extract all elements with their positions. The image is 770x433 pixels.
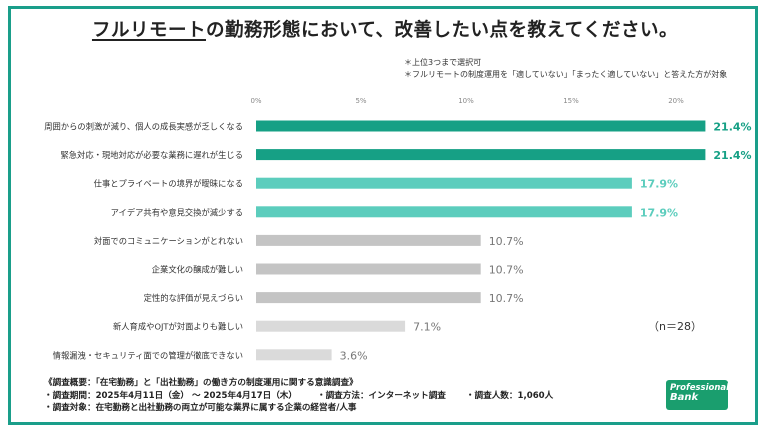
note-1: ＊上位3つまで選択可 — [404, 58, 482, 67]
survey-details-row: ・調査期間：2025年4月11日（金） 〜 2025年4月17日（木） ・調査方法… — [44, 390, 553, 403]
category-label: 緊急対応・現地対応が必要な業務に遅れが生じる — [60, 150, 243, 160]
category-label: 情報漏洩・セキュリティ面での管理が徹底できない — [53, 350, 243, 360]
professional-bank-logo: Professional Bank — [666, 380, 730, 410]
category-label: 対面でのコミュニケーションがとれない — [94, 236, 243, 246]
survey-respondents: ・調査人数：1,060人 — [465, 390, 554, 401]
notes: ＊上位3つまで選択可 ＊フルリモートの制度運用を「適していない」「まったく適して… — [404, 57, 727, 81]
value-label: 17.9% — [640, 178, 678, 191]
x-tick-label: 10% — [458, 97, 474, 105]
survey-method: ・調査方法：インターネット調査 — [316, 390, 446, 401]
bar — [256, 263, 481, 275]
bar — [256, 177, 632, 189]
bar — [256, 120, 706, 132]
survey-title: 《調査概要：「在宅勤務」と「出社勤務」の働き方の制度運用に関する意識調査》 — [44, 378, 358, 388]
survey-period: ・調査期間：2025年4月11日（金） 〜 2025年4月17日（木） — [44, 390, 297, 401]
value-label: 21.4% — [713, 149, 751, 162]
value-label: 10.7% — [489, 235, 524, 248]
note-2: ＊フルリモートの制度運用を「適していない」「まったく適していない」と答えた方が対… — [404, 70, 728, 79]
x-tick-label: 15% — [563, 97, 579, 105]
value-label: 21.4% — [713, 121, 751, 134]
bar — [256, 206, 632, 218]
bar — [256, 234, 481, 246]
logo-line2: Bank — [670, 392, 699, 403]
category-label: 仕事とプライベートの境界が曖昧になる — [94, 179, 243, 189]
x-tick-label: 0% — [250, 97, 261, 105]
sample-size-label: （n＝28） — [648, 320, 702, 333]
title-underlined: フルリモート — [91, 20, 206, 41]
bar — [256, 292, 481, 304]
value-label: 3.6% — [340, 349, 368, 362]
chart-title: フルリモートの勤務形態において、改善したい点を教えてください。 — [0, 16, 770, 42]
border-frame — [8, 6, 758, 425]
bar — [256, 149, 706, 161]
category-label: 新人育成やOJTが対面よりも難しい — [113, 322, 243, 332]
x-tick-label: 20% — [668, 97, 684, 105]
value-label: 7.1% — [413, 321, 441, 334]
category-label: アイデア共有や意見交換が減少する — [111, 207, 243, 217]
category-label: 周囲からの刺激が減り、個人の成長実感が乏しくなる — [44, 122, 243, 132]
category-label: 定性的な評価が見えづらい — [144, 293, 243, 303]
category-label: 企業文化の醸成が難しい — [152, 265, 243, 275]
value-label: 17.9% — [640, 206, 678, 219]
logo-line1: Professional — [670, 383, 730, 393]
title-rest: の勤務形態において、改善したい点を教えてください。 — [205, 20, 679, 41]
survey-summary: 《調査概要：「在宅勤務」と「出社勤務」の働き方の制度運用に関する意識調査》 ・調… — [44, 377, 553, 415]
bar — [256, 320, 406, 332]
value-label: 10.7% — [489, 292, 524, 305]
survey-target: ・調査対象：在宅勤務と出社勤務の両立が可能な業界に属する企業の経営者/人事 — [44, 403, 357, 413]
bar — [256, 349, 332, 361]
x-tick-label: 5% — [355, 97, 366, 105]
value-label: 10.7% — [489, 264, 524, 277]
